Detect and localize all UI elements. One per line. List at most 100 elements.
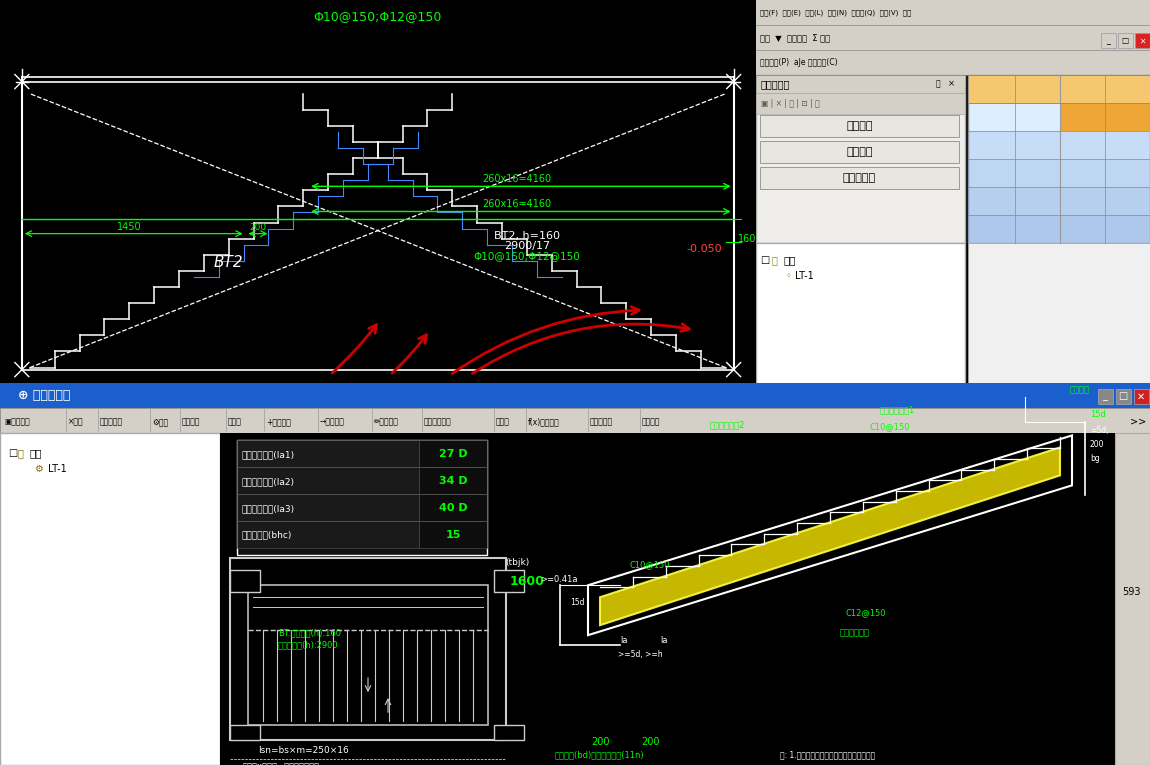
Text: Φ10@150;Φ12@150: Φ10@150;Φ12@150 xyxy=(474,251,581,261)
Text: 平法输入(P)  aJe 参数输入(C): 平法输入(P) aJe 参数输入(C) xyxy=(759,58,837,67)
Text: 🔧: 🔧 xyxy=(18,448,24,458)
Text: ⚙选配: ⚙选配 xyxy=(152,417,168,426)
Text: ▣ | × | ⎘ | ⊡ | ⎙: ▣ | × | ⎘ | ⊡ | ⎙ xyxy=(760,99,819,109)
Bar xyxy=(220,434,1120,765)
Text: bg: bg xyxy=(1090,454,1099,464)
Text: 34 D: 34 D xyxy=(438,477,467,487)
Text: 显示全图: 显示全图 xyxy=(642,417,660,426)
Bar xyxy=(237,441,486,555)
Text: lsn=bs×m=250×16: lsn=bs×m=250×16 xyxy=(258,746,348,755)
Text: ◦: ◦ xyxy=(785,271,791,281)
Text: 模板上部纵筋2: 模板上部纵筋2 xyxy=(710,421,745,429)
Text: >=5d, >=h: >=5d, >=h xyxy=(618,650,662,659)
Text: 🔧: 🔧 xyxy=(772,255,777,265)
Bar xyxy=(756,75,965,93)
Text: C10@150: C10@150 xyxy=(630,560,670,569)
Text: 200: 200 xyxy=(1090,441,1104,449)
Text: >=0.41a: >=0.41a xyxy=(540,575,577,584)
Text: 三级钢筋锚固(la3): 三级钢筋锚固(la3) xyxy=(242,504,294,513)
Bar xyxy=(494,570,524,592)
Text: 低端搁架(bd)低端平板净长(11n): 低端搁架(bd)低端平板净长(11n) xyxy=(555,750,645,759)
Text: 200: 200 xyxy=(641,737,659,747)
Text: 踏步段总高(h):2900: 踏步段总高(h):2900 xyxy=(278,640,338,649)
Text: 260x16=4160: 260x16=4160 xyxy=(482,200,552,210)
Text: f(x)计算退出: f(x)计算退出 xyxy=(528,417,560,426)
Text: 200: 200 xyxy=(591,737,610,747)
Text: 选择图集: 选择图集 xyxy=(182,417,200,426)
Text: ✕: ✕ xyxy=(1138,37,1145,45)
Bar xyxy=(237,441,419,467)
Text: =5d,: =5d, xyxy=(1090,426,1109,435)
Text: 二级钢筋锚固(la2): 二级钢筋锚固(la2) xyxy=(242,477,294,486)
Bar xyxy=(419,494,486,521)
Bar xyxy=(968,187,1150,215)
Text: 首层  ▼  构件管理  Σ 汇总: 首层 ▼ 构件管理 Σ 汇总 xyxy=(759,34,829,43)
Text: 绘图输入: 绘图输入 xyxy=(846,147,873,157)
Text: 40 D: 40 D xyxy=(438,503,467,513)
Text: ✏编辑钢筋: ✏编辑钢筋 xyxy=(374,417,399,426)
Text: BT2, h=160: BT2, h=160 xyxy=(493,231,560,241)
Bar xyxy=(1118,33,1133,48)
Text: +增加钢筋: +增加钢筋 xyxy=(266,417,291,426)
Bar xyxy=(756,243,965,398)
Text: _: _ xyxy=(1106,37,1110,45)
Bar xyxy=(1135,33,1150,48)
Text: 模板下部纵筋: 模板下部纵筋 xyxy=(840,628,871,637)
Text: >>: >> xyxy=(1130,416,1147,426)
Bar xyxy=(230,725,260,740)
Bar xyxy=(237,494,419,521)
Text: ×: × xyxy=(949,80,956,89)
Text: 楼梯: 楼梯 xyxy=(783,255,796,265)
Text: □: □ xyxy=(1118,392,1128,402)
Text: 1450: 1450 xyxy=(117,222,141,232)
Text: 恢复原始图案: 恢复原始图案 xyxy=(424,417,452,426)
Bar xyxy=(756,93,965,114)
Text: 注: 1.楼梯板钢筋信息也可在下表中直接输入: 注: 1.楼梯板钢筋信息也可在下表中直接输入 xyxy=(780,750,875,759)
Text: ㄩ: ㄩ xyxy=(935,80,940,89)
Text: 一级钢筋锚固(la1): 一级钢筋锚固(la1) xyxy=(242,450,294,459)
Bar xyxy=(1116,389,1130,405)
Text: 15: 15 xyxy=(445,530,461,540)
Text: 💾保存: 💾保存 xyxy=(228,417,242,426)
Text: LT-1: LT-1 xyxy=(796,271,814,281)
Bar xyxy=(230,570,260,592)
Bar xyxy=(968,243,1150,398)
Text: 单构件输入: 单构件输入 xyxy=(843,173,876,183)
Text: la: la xyxy=(620,636,628,645)
Bar xyxy=(756,25,1150,50)
Text: 260x16=4160: 260x16=4160 xyxy=(482,174,552,184)
Bar xyxy=(0,409,1150,434)
Text: 15d: 15d xyxy=(570,598,584,607)
Text: □: □ xyxy=(8,448,17,458)
Bar xyxy=(1098,389,1113,405)
Bar xyxy=(230,558,506,740)
Text: 踏步数x踏步宽=踏步段水平距图: 踏步数x踏步宽=踏步段水平距图 xyxy=(243,762,320,765)
Bar xyxy=(0,434,220,765)
Text: 高端搁架: 高端搁架 xyxy=(1070,386,1090,395)
Text: 工程设置: 工程设置 xyxy=(846,121,873,131)
Text: ⊕ 参数输入法: ⊕ 参数输入法 xyxy=(18,389,70,402)
Bar xyxy=(1116,434,1150,765)
Bar xyxy=(759,115,959,137)
Text: LT-1: LT-1 xyxy=(48,464,67,474)
Bar xyxy=(237,467,419,494)
Text: 15d: 15d xyxy=(1090,411,1106,419)
Text: (tbjk): (tbjk) xyxy=(505,558,529,568)
Bar xyxy=(1134,389,1149,405)
Text: 保护层厚度(bhc): 保护层厚度(bhc) xyxy=(242,531,291,540)
Text: _: _ xyxy=(1103,392,1107,402)
Text: 文件(F)  编辑(E)  楼层(L)  构件(N)  钢筋量(Q)  视图(V)  工具: 文件(F) 编辑(E) 楼层(L) 构件(N) 钢筋量(Q) 视图(V) 工具 xyxy=(759,10,911,16)
Bar xyxy=(759,141,959,163)
Bar xyxy=(968,75,1150,243)
Bar xyxy=(756,50,1150,75)
Bar xyxy=(756,0,1150,25)
Polygon shape xyxy=(600,448,1060,625)
Text: 593: 593 xyxy=(1122,588,1141,597)
Text: 🔒锁定脚本: 🔒锁定脚本 xyxy=(590,417,613,426)
Text: 楼梯: 楼梯 xyxy=(30,448,43,458)
Bar xyxy=(0,382,1150,409)
Bar xyxy=(968,131,1150,159)
Text: 27 D: 27 D xyxy=(438,449,467,460)
Text: 1600: 1600 xyxy=(509,575,545,588)
Text: ×删除: ×删除 xyxy=(68,417,84,426)
